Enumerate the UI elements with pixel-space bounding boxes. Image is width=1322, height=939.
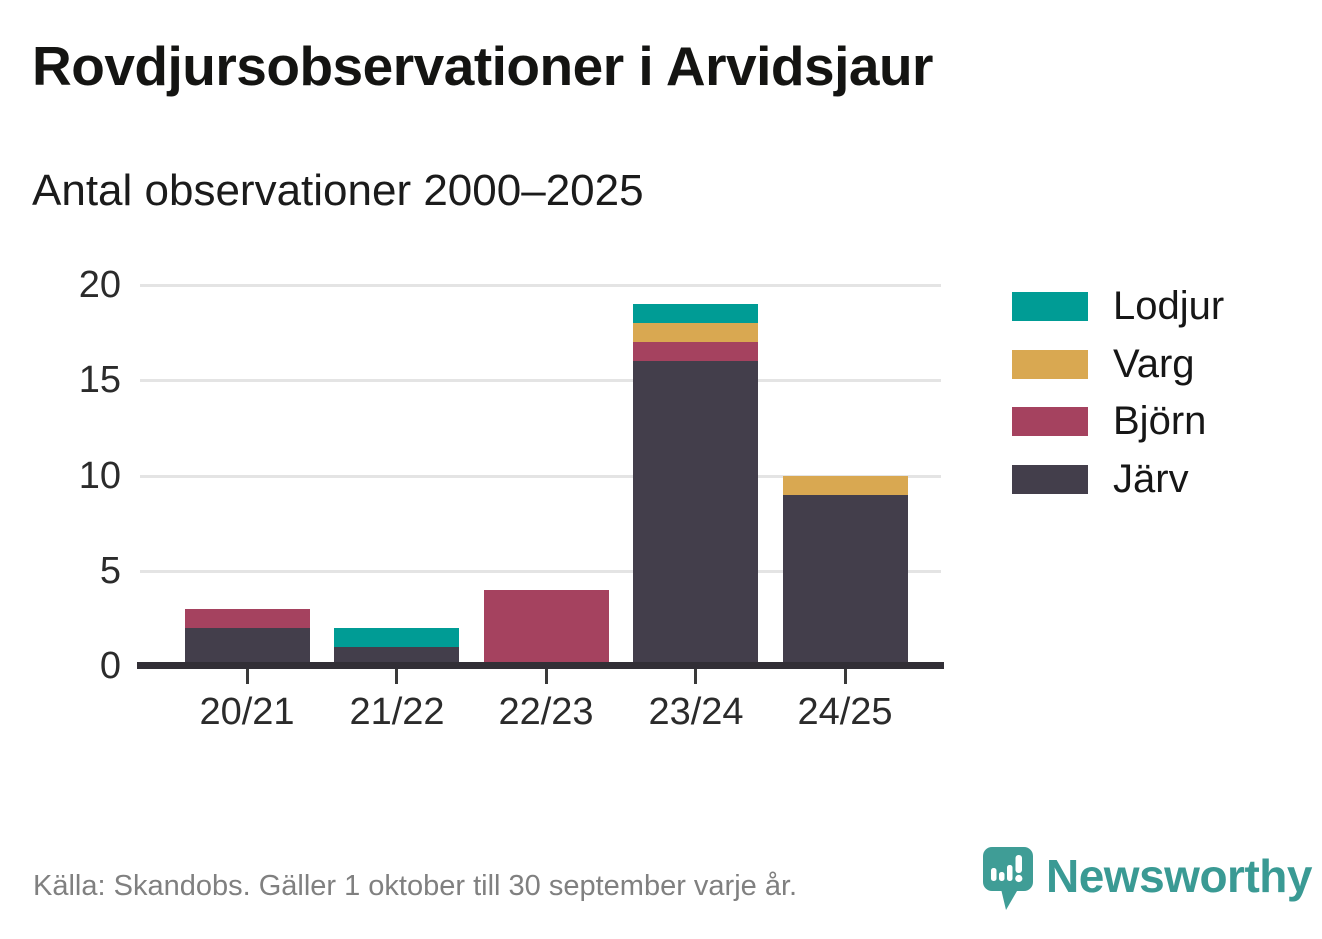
legend-swatch-lodjur — [1012, 292, 1088, 321]
x-tick-label: 22/23 — [498, 691, 594, 733]
bar-segment-järv-24/25 — [783, 495, 908, 666]
x-tick-label: 24/25 — [797, 691, 893, 733]
bar-segment-lodjur-23/24 — [633, 304, 758, 323]
gridline-15 — [140, 379, 941, 382]
legend-label-björn: Björn — [1113, 399, 1207, 443]
y-tick-label: 10 — [78, 455, 121, 497]
legend-label-varg: Varg — [1113, 342, 1195, 386]
chart-subtitle: Antal observationer 2000–2025 — [32, 166, 644, 215]
x-axis-line — [137, 662, 944, 669]
bar-segment-björn-22/23 — [484, 590, 609, 666]
x-tick-mark — [246, 669, 249, 684]
page-title: Rovdjursobservationer i Arvidsjaur — [32, 35, 933, 97]
y-tick-label: 0 — [99, 645, 121, 687]
bar-segment-varg-24/25 — [783, 476, 908, 495]
bar-segment-björn-20/21 — [185, 609, 310, 628]
x-tick-mark — [545, 669, 548, 684]
x-tick-mark — [694, 669, 697, 684]
x-tick-mark — [395, 669, 398, 684]
legend-swatch-järv — [1012, 465, 1088, 494]
y-tick-label: 20 — [78, 264, 121, 306]
legend-swatch-varg — [1012, 350, 1088, 379]
x-tick-label: 23/24 — [648, 691, 744, 733]
gridline-5 — [140, 570, 941, 573]
bar-segment-järv-21/22 — [334, 647, 459, 666]
plot-area — [140, 284, 941, 666]
x-tick-label: 20/21 — [199, 691, 295, 733]
x-tick-mark — [844, 669, 847, 684]
legend-item-lodjur: Lodjur — [1012, 284, 1224, 329]
legend-item-varg: Varg — [1012, 342, 1195, 387]
bar-segment-lodjur-21/22 — [334, 628, 459, 647]
newsworthy-logo-icon — [983, 847, 1033, 910]
bar-segment-björn-23/24 — [633, 342, 758, 361]
legend-item-järv: Järv — [1012, 457, 1189, 502]
bar-segment-järv-23/24 — [633, 361, 758, 666]
legend-swatch-björn — [1012, 407, 1088, 436]
y-tick-label: 15 — [78, 359, 121, 401]
source-note: Källa: Skandobs. Gäller 1 oktober till 3… — [33, 870, 798, 902]
legend-label-järv: Järv — [1113, 457, 1189, 501]
gridline-10 — [140, 475, 941, 478]
newsworthy-logo-text: Newsworthy — [1046, 850, 1312, 902]
gridline-20 — [140, 284, 941, 287]
legend-label-lodjur: Lodjur — [1113, 284, 1225, 328]
bar-segment-varg-23/24 — [633, 323, 758, 342]
y-tick-label: 5 — [99, 550, 121, 592]
bar-segment-järv-20/21 — [185, 628, 310, 666]
legend-item-björn: Björn — [1012, 399, 1206, 444]
x-tick-label: 21/22 — [349, 691, 445, 733]
